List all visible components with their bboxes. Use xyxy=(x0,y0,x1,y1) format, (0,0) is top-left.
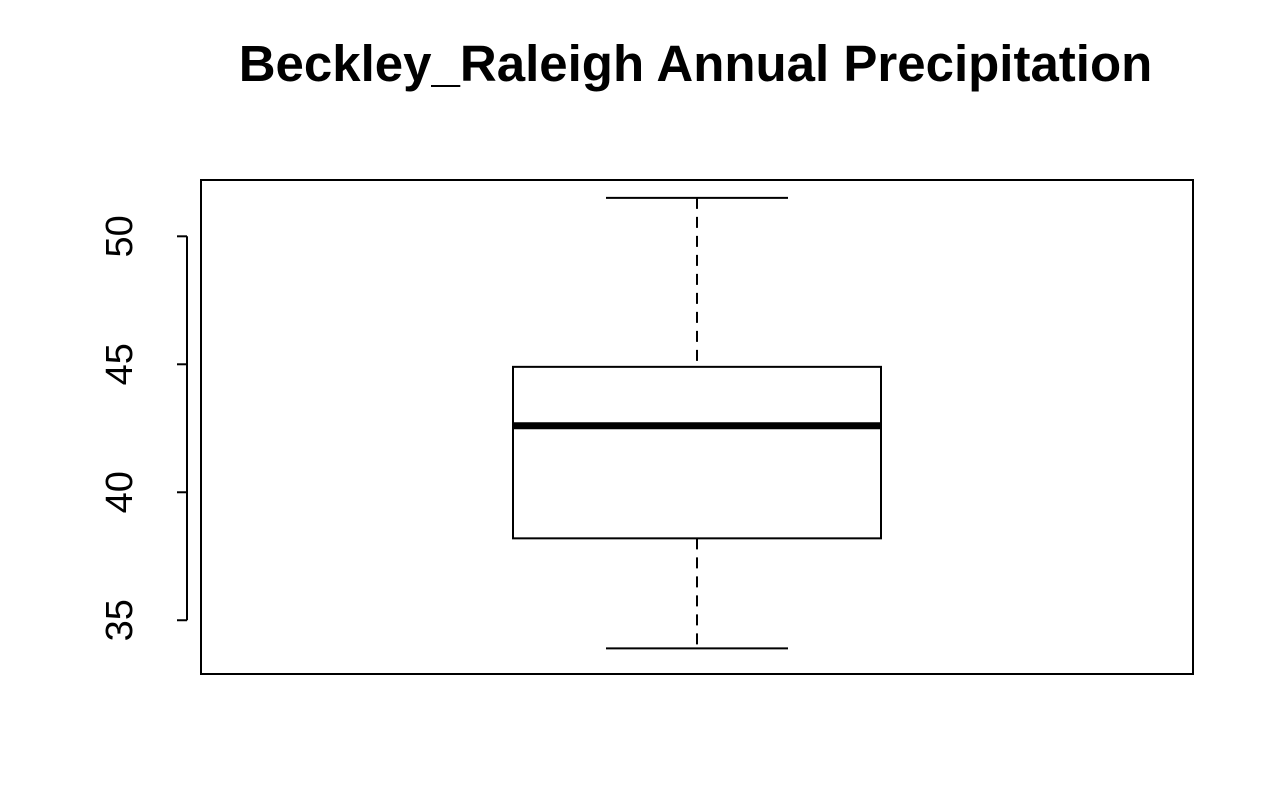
y-tick-label: 50 xyxy=(99,215,141,257)
plot-frame xyxy=(200,179,1194,675)
box-group xyxy=(512,196,882,650)
chart-title: Beckley_Raleigh Annual Precipitation xyxy=(238,35,1153,92)
y-tick-label: 45 xyxy=(99,343,141,385)
y-tick-label: 35 xyxy=(99,599,141,641)
iqr-box xyxy=(512,365,882,540)
y-axis: 35 40 45 50 xyxy=(99,215,188,641)
y-tick-label: 40 xyxy=(99,471,141,513)
